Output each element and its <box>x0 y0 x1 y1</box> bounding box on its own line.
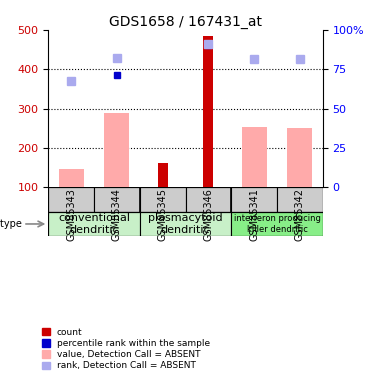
Bar <box>203 36 213 187</box>
Bar <box>277 187 323 212</box>
Bar <box>231 212 323 236</box>
Text: conventional
dendritic: conventional dendritic <box>58 213 130 235</box>
Bar <box>59 170 84 187</box>
Text: GSM85342: GSM85342 <box>295 188 305 241</box>
Bar <box>231 187 277 212</box>
Bar <box>94 187 140 212</box>
Text: plasmacytoid
dendritic: plasmacytoid dendritic <box>148 213 223 235</box>
Legend: count, percentile rank within the sample, value, Detection Call = ABSENT, rank, : count, percentile rank within the sample… <box>42 328 210 370</box>
Bar <box>48 187 94 212</box>
Bar <box>287 128 312 187</box>
Text: GSM85343: GSM85343 <box>66 188 76 241</box>
Bar <box>48 212 140 236</box>
Title: GDS1658 / 167431_at: GDS1658 / 167431_at <box>109 15 262 29</box>
Text: GSM85346: GSM85346 <box>203 188 213 241</box>
Text: interferon producing
killer dendritic: interferon producing killer dendritic <box>234 214 321 234</box>
Text: GSM85345: GSM85345 <box>158 188 168 241</box>
Bar <box>140 187 186 212</box>
Text: GSM85341: GSM85341 <box>249 188 259 241</box>
Bar <box>140 212 231 236</box>
Bar <box>242 128 267 187</box>
Text: cell type: cell type <box>0 219 22 229</box>
Text: GSM85344: GSM85344 <box>112 188 122 241</box>
Bar <box>186 187 231 212</box>
Bar <box>158 163 168 187</box>
Bar <box>104 113 129 187</box>
